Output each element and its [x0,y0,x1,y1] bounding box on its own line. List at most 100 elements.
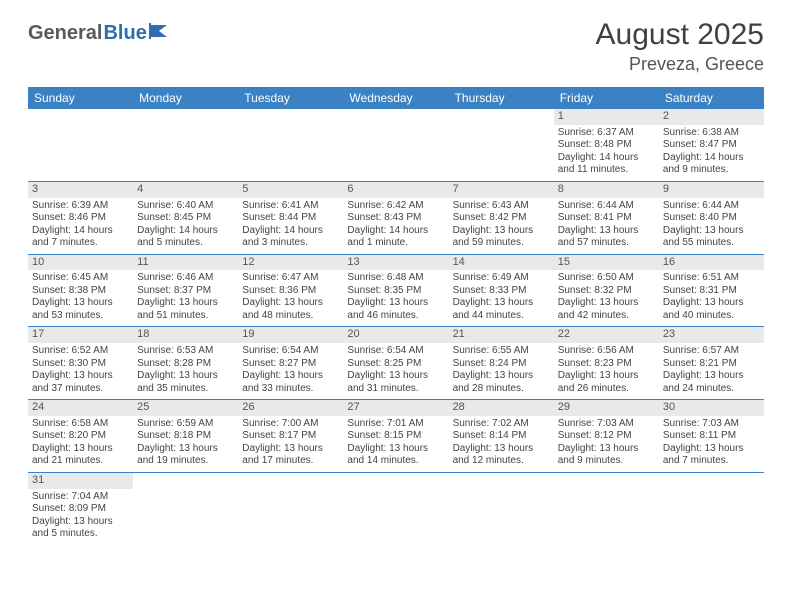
daylight-text: and 9 minutes. [558,455,655,468]
calendar-week-row: 31 Sunrise: 7:04 AMSunset: 8:09 PMDayligh… [28,472,764,544]
daylight-text: Daylight: 13 hours [32,370,129,383]
sunrise-text: Sunrise: 6:53 AM [137,345,234,358]
daylight-text: Daylight: 14 hours [137,225,234,238]
day-number: 31 [28,473,133,489]
calendar-empty-cell [28,109,133,181]
sunset-text: Sunset: 8:18 PM [137,430,234,443]
calendar-day-cell: 31 Sunrise: 7:04 AMSunset: 8:09 PMDayligh… [28,472,133,544]
sunset-text: Sunset: 8:25 PM [347,358,444,371]
calendar-header-row: SundayMondayTuesdayWednesdayThursdayFrid… [28,87,764,109]
calendar-day-cell: 11Sunrise: 6:46 AMSunset: 8:37 PMDayligh… [133,254,238,327]
month-title: August 2025 [596,18,764,52]
sunset-text: Sunset: 8:24 PM [453,358,550,371]
day-number: 29 [554,400,659,416]
logo-text-blue: Blue [103,22,146,45]
sunset-text: Sunset: 8:47 PM [663,139,760,152]
sunrise-text: Sunrise: 6:41 AM [242,200,339,213]
day-number: 2 [659,109,764,125]
day-number: 18 [133,327,238,343]
calendar-week-row: 10Sunrise: 6:45 AMSunset: 8:38 PMDayligh… [28,254,764,327]
daylight-text: and 24 minutes. [663,383,760,396]
calendar-day-cell: 5Sunrise: 6:41 AMSunset: 8:44 PMDaylight… [238,181,343,254]
calendar-table: SundayMondayTuesdayWednesdayThursdayFrid… [28,87,764,545]
calendar-empty-cell [659,472,764,544]
calendar-day-cell: 23Sunrise: 6:57 AMSunset: 8:21 PMDayligh… [659,327,764,400]
sunrise-text: Sunrise: 6:54 AM [347,345,444,358]
sunset-text: Sunset: 8:20 PM [32,430,129,443]
daylight-text: and 40 minutes. [663,310,760,323]
day-number: 25 [133,400,238,416]
daylight-text: and 3 minutes. [242,237,339,250]
sunset-text: Sunset: 8:14 PM [453,430,550,443]
sunrise-text: Sunrise: 6:59 AM [137,418,234,431]
day-number: 1 [554,109,659,125]
sunset-text: Sunset: 8:45 PM [137,212,234,225]
calendar-day-cell: 14Sunrise: 6:49 AMSunset: 8:33 PMDayligh… [449,254,554,327]
day-number: 7 [449,182,554,198]
sunrise-text: Sunrise: 6:39 AM [32,200,129,213]
sunrise-text: Sunrise: 6:57 AM [663,345,760,358]
day-header: Thursday [449,87,554,109]
daylight-text: Daylight: 13 hours [137,443,234,456]
day-header: Monday [133,87,238,109]
sunset-text: Sunset: 8:30 PM [32,358,129,371]
logo: General Blue [28,22,171,45]
sunset-text: Sunset: 8:43 PM [347,212,444,225]
calendar-day-cell: 13Sunrise: 6:48 AMSunset: 8:35 PMDayligh… [343,254,448,327]
calendar-empty-cell [554,472,659,544]
sunset-text: Sunset: 8:42 PM [453,212,550,225]
daylight-text: Daylight: 13 hours [663,370,760,383]
calendar-empty-cell [449,472,554,544]
sunset-text: Sunset: 8:23 PM [558,358,655,371]
calendar-day-cell: 6Sunrise: 6:42 AMSunset: 8:43 PMDaylight… [343,181,448,254]
sunset-text: Sunset: 8:38 PM [32,285,129,298]
daylight-text: and 26 minutes. [558,383,655,396]
sunset-text: Sunset: 8:31 PM [663,285,760,298]
daylight-text: and 33 minutes. [242,383,339,396]
daylight-text: Daylight: 13 hours [558,443,655,456]
sunrise-text: Sunrise: 7:04 AM [32,491,129,504]
sunset-text: Sunset: 8:33 PM [453,285,550,298]
calendar-day-cell: 18Sunrise: 6:53 AMSunset: 8:28 PMDayligh… [133,327,238,400]
sunrise-text: Sunrise: 7:00 AM [242,418,339,431]
daylight-text: and 21 minutes. [32,455,129,468]
sunrise-text: Sunrise: 7:03 AM [663,418,760,431]
title-block: August 2025 Preveza, Greece [596,18,764,75]
daylight-text: and 48 minutes. [242,310,339,323]
sunrise-text: Sunrise: 6:56 AM [558,345,655,358]
calendar-empty-cell [133,472,238,544]
page-header: General Blue August 2025 Preveza, Greece [28,18,764,75]
calendar-week-row: 3Sunrise: 6:39 AMSunset: 8:46 PMDaylight… [28,181,764,254]
daylight-text: Daylight: 13 hours [137,370,234,383]
calendar-day-cell: 15Sunrise: 6:50 AMSunset: 8:32 PMDayligh… [554,254,659,327]
day-header: Tuesday [238,87,343,109]
daylight-text: Daylight: 13 hours [242,297,339,310]
day-number: 4 [133,182,238,198]
day-number: 11 [133,255,238,271]
day-number: 16 [659,255,764,271]
sunrise-text: Sunrise: 6:46 AM [137,272,234,285]
calendar-empty-cell [343,472,448,544]
calendar-day-cell: 22Sunrise: 6:56 AMSunset: 8:23 PMDayligh… [554,327,659,400]
daylight-text: Daylight: 14 hours [558,152,655,165]
sunrise-text: Sunrise: 6:55 AM [453,345,550,358]
daylight-text: and 1 minute. [347,237,444,250]
day-number: 22 [554,327,659,343]
calendar-day-cell: 30Sunrise: 7:03 AMSunset: 8:11 PMDayligh… [659,400,764,473]
sunrise-text: Sunrise: 6:44 AM [663,200,760,213]
daylight-text: and 44 minutes. [453,310,550,323]
daylight-text: and 55 minutes. [663,237,760,250]
daylight-text: Daylight: 13 hours [558,297,655,310]
sunset-text: Sunset: 8:17 PM [242,430,339,443]
calendar-day-cell: 16Sunrise: 6:51 AMSunset: 8:31 PMDayligh… [659,254,764,327]
sunset-text: Sunset: 8:09 PM [32,503,129,516]
calendar-empty-cell [449,109,554,181]
calendar-page: General Blue August 2025 Preveza, Greece… [0,0,792,563]
sunrise-text: Sunrise: 6:47 AM [242,272,339,285]
daylight-text: and 35 minutes. [137,383,234,396]
daylight-text: and 42 minutes. [558,310,655,323]
sunrise-text: Sunrise: 6:44 AM [558,200,655,213]
daylight-text: Daylight: 13 hours [242,370,339,383]
day-header: Saturday [659,87,764,109]
daylight-text: Daylight: 13 hours [32,516,129,529]
